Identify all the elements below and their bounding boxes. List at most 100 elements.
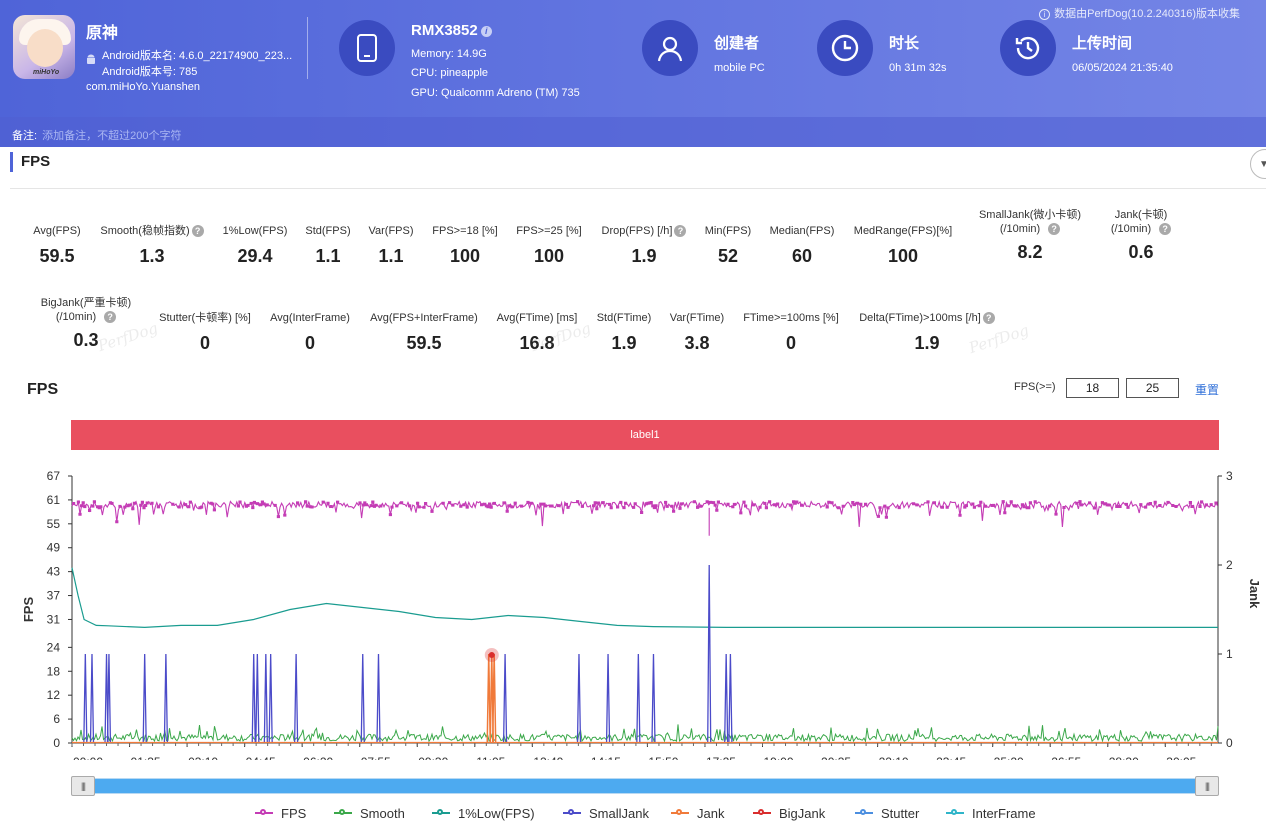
metric-value: 100 bbox=[533, 246, 565, 266]
x-tick-label: 25:20 bbox=[994, 755, 1024, 760]
legend-item-2[interactable]: 1%Low(FPS) bbox=[432, 804, 535, 822]
metric-value: 1.9 bbox=[914, 333, 940, 353]
legend-label: Jank bbox=[697, 805, 725, 821]
x-tick-label: 11:05 bbox=[476, 755, 505, 760]
metric-row1-1: Smooth(稳帧指数)? 1.3 bbox=[42, 224, 262, 267]
legend-label: SmallJank bbox=[589, 805, 649, 821]
help-icon[interactable]: ? bbox=[191, 225, 204, 237]
y2-tick-label: 3 bbox=[1226, 469, 1233, 483]
metric-row1-10: MedRange(FPS)[%] 100 bbox=[793, 224, 1013, 267]
metric-row2-0: BigJank(严重卡顿) (/10min)? 0.3 bbox=[0, 296, 196, 351]
legend-swatch bbox=[334, 809, 352, 815]
metric-label: FPS>=25 [%] bbox=[439, 224, 659, 238]
section-title: FPS bbox=[10, 152, 50, 172]
metric-label-text: Std(FTime) bbox=[596, 312, 652, 324]
metric-label: BigJank(严重卡顿) bbox=[0, 296, 196, 310]
smalljank-spike bbox=[89, 653, 95, 744]
y-tick-label: 0 bbox=[53, 736, 60, 750]
legend-item-1[interactable]: Smooth bbox=[334, 804, 405, 822]
history-icon bbox=[1000, 20, 1056, 76]
metric-unit-text: (/10min) bbox=[55, 311, 97, 323]
device-memory: Memory: 14.9G bbox=[411, 48, 487, 60]
smalljank-spike bbox=[502, 653, 508, 744]
metric-row2-3: Avg(FPS+InterFrame) 59.5 bbox=[314, 311, 534, 354]
smalljank-spike bbox=[255, 653, 260, 744]
x-tick-label: 20:35 bbox=[821, 755, 851, 760]
x-tick-label: 14:15 bbox=[591, 755, 621, 760]
metric-label: Avg(FTime) [ms] bbox=[427, 311, 647, 325]
legend-label: BigJank bbox=[779, 805, 826, 821]
metric-label-text: Var(FTime) bbox=[669, 312, 725, 324]
legend-item-0[interactable]: FPS bbox=[255, 804, 306, 822]
slider-track[interactable] bbox=[71, 778, 1219, 794]
app-icon-brand: miHoYo bbox=[33, 69, 60, 76]
y-tick-label: 67 bbox=[47, 469, 61, 483]
app-icon: miHoYo bbox=[13, 15, 75, 79]
smalljank-spike bbox=[142, 653, 147, 744]
help-icon[interactable]: ? bbox=[982, 312, 995, 324]
note-row: 备注: 添加备注，不超过200个字符 bbox=[0, 117, 1266, 147]
app-version-code: Android版本号: 785 bbox=[102, 66, 198, 78]
metric-value: 0.3 bbox=[73, 330, 99, 350]
legend-item-4[interactable]: Jank bbox=[671, 804, 724, 822]
phone-icon bbox=[339, 20, 395, 76]
x-tick-label: 12:40 bbox=[533, 755, 563, 760]
metric-label-text: Median(FPS) bbox=[769, 225, 835, 237]
note-label: 备注: bbox=[12, 130, 38, 142]
legend-swatch bbox=[671, 809, 689, 815]
help-icon[interactable]: ? bbox=[1048, 223, 1061, 235]
upload-value: 06/05/2024 21:35:40 bbox=[1072, 62, 1173, 74]
metric-value: 16.8 bbox=[519, 333, 555, 353]
time-range-slider[interactable]: ||| ||| bbox=[71, 776, 1219, 796]
smalljank-spike bbox=[106, 653, 112, 744]
legend-swatch bbox=[946, 809, 964, 815]
y-tick-label: 31 bbox=[47, 612, 61, 626]
legend-item-3[interactable]: SmallJank bbox=[563, 804, 649, 822]
metric-label-unit: (/10min)? bbox=[920, 222, 1140, 236]
legend-item-6[interactable]: Stutter bbox=[855, 804, 919, 822]
metric-row1-2: 1%Low(FPS) 29.4 bbox=[145, 224, 365, 267]
metric-label-text: Smooth(稳帧指数) bbox=[100, 225, 190, 237]
legend-item-5[interactable]: BigJank bbox=[753, 804, 825, 822]
metric-label-text: Jank(卡顿) bbox=[1114, 209, 1168, 221]
collapse-button[interactable]: ▼ bbox=[1250, 149, 1266, 179]
y-tick-label: 6 bbox=[53, 712, 60, 726]
metric-row2-7: FTime>=100ms [%] 0 bbox=[681, 311, 901, 354]
smalljank-spike bbox=[83, 653, 88, 744]
label-bar[interactable]: label1 bbox=[71, 420, 1219, 450]
app-package: com.miHoYo.Yuanshen bbox=[86, 81, 200, 93]
help-icon[interactable]: ? bbox=[674, 225, 687, 237]
metric-row2-4: Avg(FTime) [ms] 16.8 bbox=[427, 311, 647, 354]
note-input[interactable]: 添加备注，不超过200个字符 bbox=[42, 130, 182, 142]
metric-value: 3.8 bbox=[684, 333, 710, 353]
y2-axis-label: Jank bbox=[1247, 579, 1262, 609]
device-info-icon[interactable]: i bbox=[480, 26, 492, 37]
y2-tick-label: 2 bbox=[1226, 558, 1233, 572]
x-tick-label: 26:55 bbox=[1051, 755, 1081, 760]
chart-title: FPS bbox=[27, 381, 59, 398]
duration-value: 0h 31m 32s bbox=[889, 62, 947, 74]
metric-label: Jank(卡顿) bbox=[1031, 208, 1251, 222]
smalljank-spike bbox=[728, 653, 733, 744]
metric-value: 100 bbox=[449, 246, 481, 266]
x-tick-label: 06:20 bbox=[303, 755, 333, 760]
reset-button[interactable]: 重置 bbox=[1195, 383, 1220, 397]
threshold-input-2[interactable]: 25 bbox=[1126, 378, 1179, 398]
metric-label: Stutter(卡顿率) [%] bbox=[95, 311, 315, 325]
slider-handle-right[interactable]: ||| bbox=[1195, 776, 1219, 796]
metric-row1-7: Drop(FPS) [/h]? 1.9 bbox=[534, 224, 754, 267]
help-icon[interactable]: ? bbox=[1159, 223, 1172, 235]
legend-item-7[interactable]: InterFrame bbox=[946, 804, 1036, 822]
x-tick-label: 22:10 bbox=[879, 755, 909, 760]
help-icon[interactable]: ? bbox=[104, 311, 117, 323]
x-tick-label: 00:00 bbox=[73, 755, 103, 760]
metric-label-text: Avg(InterFrame) bbox=[270, 312, 350, 324]
metric-label-text: Var(FPS) bbox=[368, 225, 414, 237]
metric-row1-5: FPS>=18 [%] 100 bbox=[355, 224, 575, 267]
device-model-text: RMX3852 bbox=[411, 22, 478, 39]
threshold-input-1[interactable]: 18 bbox=[1066, 378, 1119, 398]
fps-series bbox=[71, 499, 1219, 536]
slider-handle-left[interactable]: ||| bbox=[71, 776, 95, 796]
y-tick-label: 37 bbox=[47, 589, 61, 603]
smalljank-spike bbox=[651, 653, 656, 744]
